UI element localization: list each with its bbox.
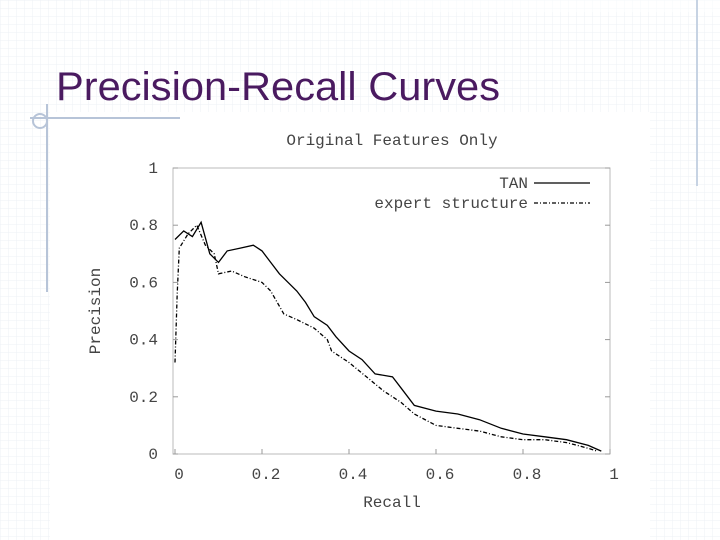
y-tick-label: 0.4 bbox=[129, 332, 158, 350]
x-tick-label: 1 bbox=[609, 466, 619, 484]
x-tick-label: 0.2 bbox=[252, 466, 281, 484]
x-tick-label: 0.8 bbox=[513, 466, 542, 484]
y-tick-label: 0.8 bbox=[129, 217, 158, 235]
legend-label: TAN bbox=[499, 175, 528, 193]
plot-frame bbox=[172, 167, 611, 455]
x-tick-label: 0 bbox=[174, 466, 184, 484]
y-tick-label: 0.2 bbox=[129, 389, 158, 407]
x-axis-label: Recall bbox=[363, 494, 421, 512]
y-tick-label: 1 bbox=[148, 160, 158, 178]
y-axis-label: Precision bbox=[87, 268, 105, 354]
legend-label: expert structure bbox=[374, 195, 528, 213]
grid-fade bbox=[260, 0, 720, 12]
x-tick-label: 0.6 bbox=[426, 466, 455, 484]
y-tick-label: 0.6 bbox=[129, 274, 158, 292]
decor-circle bbox=[32, 113, 48, 129]
plot: 0 0.2 0.4 0.6 0.8 1 0 0.2 0.4 0.6 0.8 1 TAN expert st… bbox=[129, 160, 619, 484]
series-line bbox=[174, 224, 598, 452]
x-tick-label: 0.4 bbox=[339, 466, 368, 484]
chart-title: Original Features Only bbox=[286, 132, 498, 150]
y-tick-label: 0 bbox=[148, 446, 158, 464]
series-line bbox=[174, 220, 602, 452]
slide-title: Precision-Recall Curves bbox=[56, 65, 500, 109]
